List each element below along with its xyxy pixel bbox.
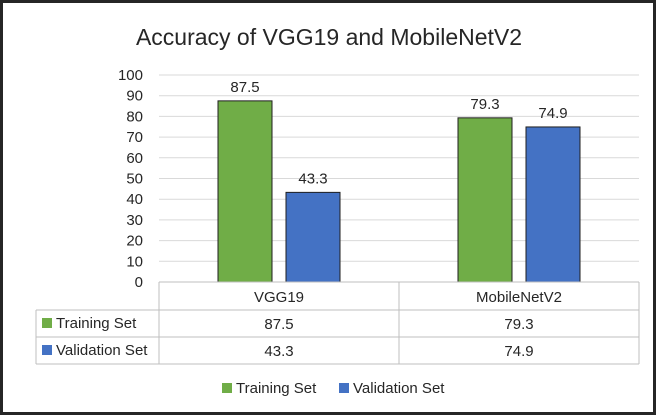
y-tick-label: 90 [126, 88, 143, 105]
data-label: 43.3 [298, 170, 327, 187]
data-labels: 87.5 43.3 79.3 74.9 [230, 79, 567, 187]
data-label: 87.5 [230, 79, 259, 96]
table-cell: 43.3 [264, 343, 293, 360]
legend-label: Training Set [236, 380, 317, 397]
y-tick-label: 60 [126, 150, 143, 167]
category-label: MobileNetV2 [476, 289, 562, 306]
bar [525, 126, 581, 283]
y-tick-label: 10 [126, 253, 143, 270]
bars [217, 100, 581, 283]
legend-swatch [222, 383, 232, 393]
table-series-label: Training Set [56, 315, 137, 332]
legend: Training Set Validation Set [222, 380, 445, 397]
y-tick-label: 80 [126, 108, 143, 125]
data-label: 79.3 [470, 96, 499, 113]
category-label: VGG19 [254, 289, 304, 306]
bar-chart: Accuracy of VGG19 and MobileNetV2 0 10 20 3… [35, 24, 640, 397]
table-cell: 79.3 [504, 316, 533, 333]
table-series-swatch [42, 345, 52, 355]
y-tick-label: 50 [126, 171, 143, 188]
y-tick-label: 0 [135, 274, 143, 291]
data-table: VGG19 MobileNetV2 Training Set 87.5 79.3 Vali… [35, 281, 640, 365]
table-cell: 87.5 [264, 316, 293, 333]
y-axis-ticks: 0 10 20 30 40 50 60 70 80 90 100 [118, 67, 143, 291]
table-series-swatch [42, 318, 52, 328]
legend-swatch [339, 383, 349, 393]
bar [285, 191, 341, 283]
y-tick-label: 20 [126, 233, 143, 250]
y-tick-label: 40 [126, 191, 143, 208]
bar [457, 117, 513, 283]
y-tick-label: 30 [126, 212, 143, 229]
table-cell: 74.9 [504, 343, 533, 360]
bar [217, 100, 273, 283]
y-tick-label: 70 [126, 129, 143, 146]
legend-label: Validation Set [353, 380, 445, 397]
y-tick-label: 100 [118, 67, 143, 84]
chart-title: Accuracy of VGG19 and MobileNetV2 [136, 24, 522, 50]
data-label: 74.9 [538, 105, 567, 122]
table-series-label: Validation Set [56, 342, 148, 359]
